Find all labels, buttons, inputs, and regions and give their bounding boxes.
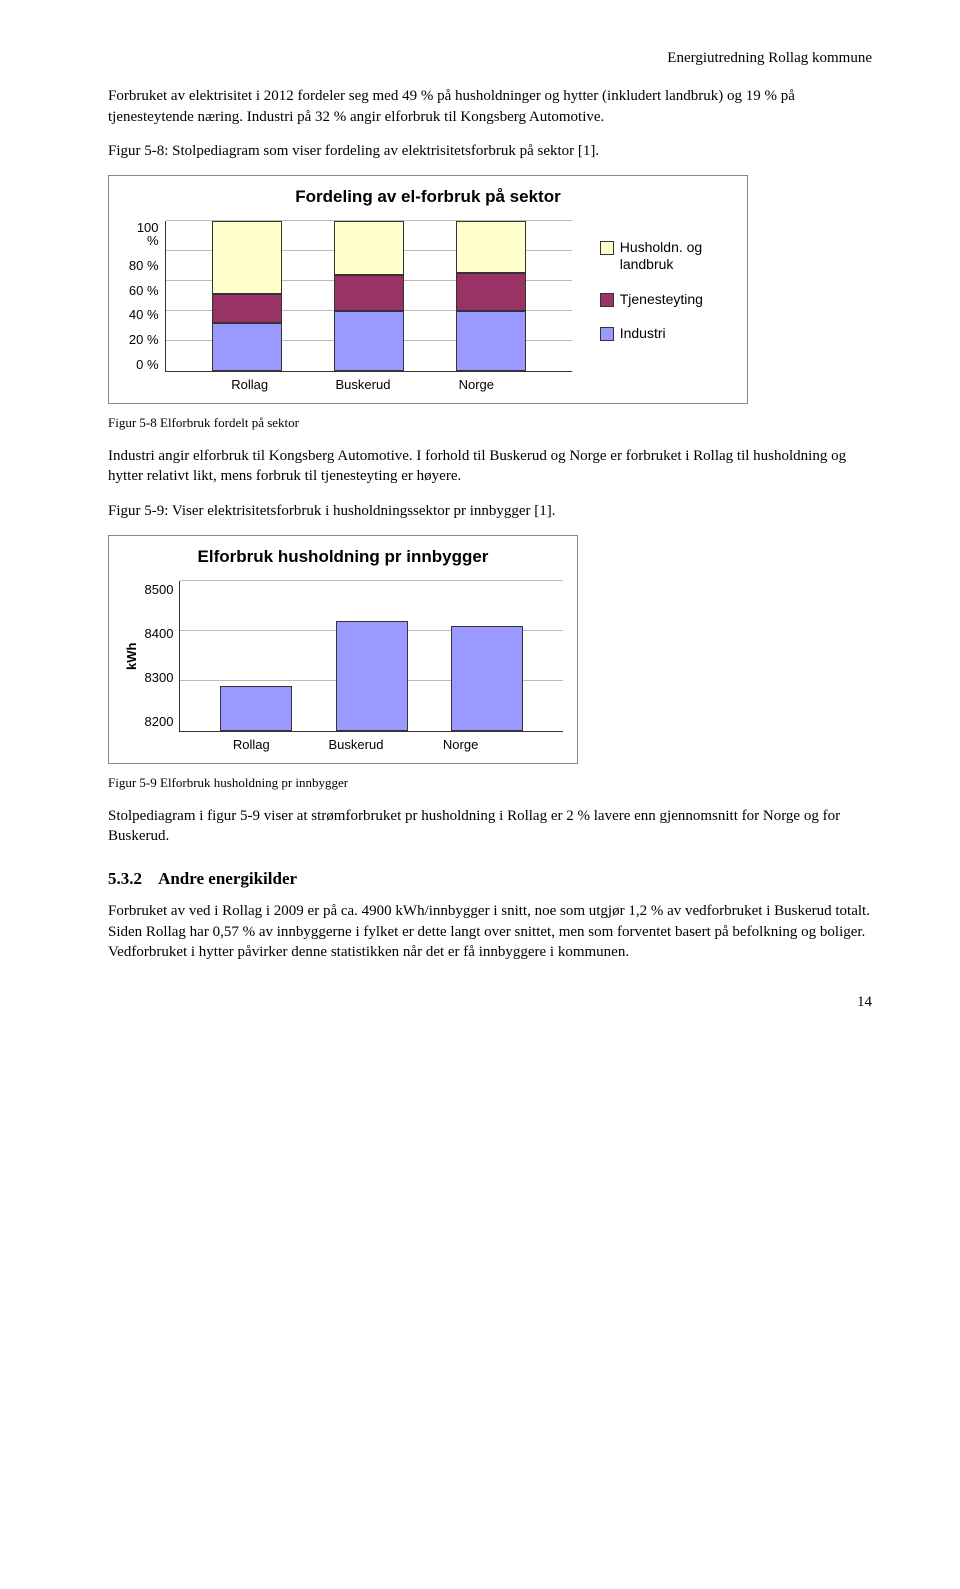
page-header: Energiutredning Rollag kommune bbox=[108, 48, 872, 68]
y-tick: 8500 bbox=[145, 581, 174, 599]
bar-segment bbox=[212, 221, 282, 295]
bar bbox=[212, 221, 282, 371]
y-tick: 80 % bbox=[123, 259, 159, 272]
x-label: Rollag bbox=[215, 376, 285, 394]
paragraph: Industri angir elforbruk til Kongsberg A… bbox=[108, 446, 872, 487]
chart-title: Elforbruk husholdning pr innbygger bbox=[123, 546, 563, 569]
figure-caption: Figur 5-9 Elforbruk husholdning pr innby… bbox=[108, 774, 872, 792]
plot-area bbox=[179, 581, 563, 732]
y-tick: 100 % bbox=[123, 221, 159, 247]
chart-household-consumption: Elforbruk husholdning pr innbygger kWh 8… bbox=[108, 535, 578, 764]
x-label: Buskerud bbox=[328, 376, 398, 394]
y-tick: 8200 bbox=[145, 713, 174, 731]
chart-sector-distribution: Fordeling av el-forbruk på sektor 100 % … bbox=[108, 175, 748, 404]
bar bbox=[220, 686, 292, 731]
legend-swatch bbox=[600, 293, 614, 307]
y-tick: 8400 bbox=[145, 625, 174, 643]
bar bbox=[336, 621, 408, 731]
page-number: 14 bbox=[108, 992, 872, 1012]
y-axis: 100 % 80 % 60 % 40 % 20 % 0 % bbox=[123, 221, 165, 371]
bar-segment bbox=[212, 323, 282, 371]
legend-item: Industri bbox=[600, 325, 733, 342]
x-axis: Rollag Buskerud Norge bbox=[181, 732, 531, 754]
paragraph: Forbruket av elektrisitet i 2012 fordele… bbox=[108, 86, 872, 127]
bar-segment bbox=[212, 294, 282, 323]
bar-segment bbox=[456, 221, 526, 274]
legend-label: Husholdn. og landbruk bbox=[620, 239, 733, 273]
legend-swatch bbox=[600, 241, 614, 255]
x-label: Norge bbox=[441, 376, 511, 394]
figure-caption: Figur 5-8 Elforbruk fordelt på sektor bbox=[108, 414, 872, 432]
y-tick: 40 % bbox=[123, 308, 159, 321]
legend: Husholdn. og landbruk Tjenesteyting Indust… bbox=[600, 239, 733, 342]
x-label: Rollag bbox=[215, 736, 287, 754]
legend-item: Tjenesteyting bbox=[600, 291, 733, 308]
plot-area bbox=[165, 221, 572, 372]
bar bbox=[334, 221, 404, 371]
paragraph: Stolpediagram i figur 5-9 viser at strøm… bbox=[108, 806, 872, 847]
paragraph: Figur 5-9: Viser elektrisitetsforbruk i … bbox=[108, 501, 872, 521]
bar-segment bbox=[334, 275, 404, 311]
legend-item: Husholdn. og landbruk bbox=[600, 239, 733, 273]
y-axis-label: kWh bbox=[123, 581, 141, 732]
y-tick: 0 % bbox=[123, 358, 159, 371]
bar-segment bbox=[456, 311, 526, 371]
bar bbox=[456, 221, 526, 371]
x-label: Buskerud bbox=[320, 736, 392, 754]
bar-segment bbox=[334, 221, 404, 275]
paragraph: Figur 5-8: Stolpediagram som viser forde… bbox=[108, 141, 872, 161]
x-label: Norge bbox=[425, 736, 497, 754]
y-axis: 8500 8400 8300 8200 bbox=[145, 581, 180, 731]
section-title: Andre energikilder bbox=[158, 869, 297, 888]
legend-swatch bbox=[600, 327, 614, 341]
section-number: 5.3.2 bbox=[108, 869, 142, 888]
bar-segment bbox=[334, 311, 404, 371]
paragraph: Forbruket av ved i Rollag i 2009 er på c… bbox=[108, 901, 872, 962]
legend-label: Tjenesteyting bbox=[620, 291, 703, 308]
legend-label: Industri bbox=[620, 325, 666, 342]
x-axis: Rollag Buskerud Norge bbox=[173, 372, 553, 394]
bar bbox=[451, 626, 523, 731]
section-heading: 5.3.2 Andre energikilder bbox=[108, 868, 872, 891]
y-tick: 60 % bbox=[123, 284, 159, 297]
y-tick: 20 % bbox=[123, 333, 159, 346]
y-tick: 8300 bbox=[145, 669, 174, 687]
bar-segment bbox=[456, 273, 526, 311]
chart-title: Fordeling av el-forbruk på sektor bbox=[123, 186, 733, 209]
